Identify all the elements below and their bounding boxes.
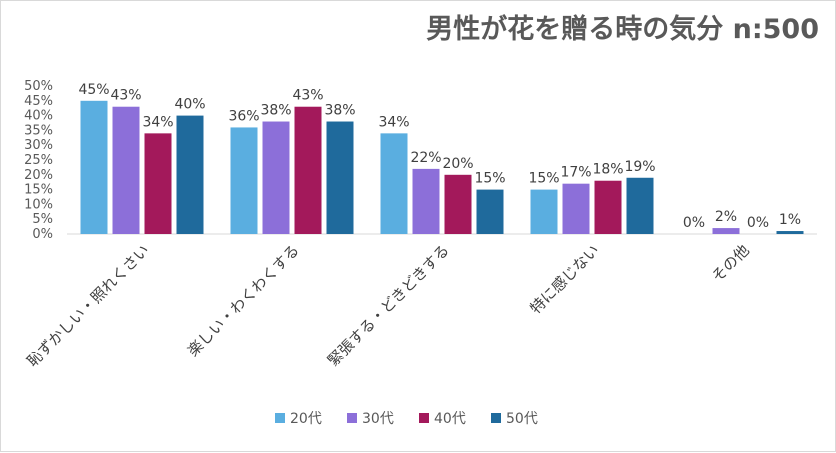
data-label: 36% bbox=[228, 108, 259, 124]
bar bbox=[380, 133, 408, 234]
data-label: 17% bbox=[560, 165, 591, 181]
y-tick-label: 45% bbox=[24, 94, 53, 109]
legend-swatch bbox=[275, 413, 285, 423]
data-label: 38% bbox=[260, 103, 291, 119]
bar bbox=[144, 133, 172, 234]
y-tick-label: 20% bbox=[24, 168, 53, 183]
data-label: 18% bbox=[592, 162, 623, 178]
data-label: 38% bbox=[324, 103, 355, 119]
y-tick-label: 40% bbox=[24, 109, 53, 124]
category-label: 緊張する・どきどきする bbox=[324, 241, 453, 370]
bar bbox=[476, 189, 504, 234]
category-label: その他 bbox=[708, 241, 753, 286]
bar bbox=[594, 180, 622, 234]
legend-label: 20代 bbox=[290, 411, 322, 427]
data-label: 45% bbox=[78, 82, 109, 98]
data-label: 43% bbox=[110, 88, 141, 104]
bar bbox=[294, 106, 322, 234]
bar bbox=[626, 177, 654, 234]
legend-swatch bbox=[347, 413, 357, 423]
bar bbox=[230, 127, 258, 234]
category-label: 楽しい・わくわくする bbox=[184, 241, 303, 360]
data-label: 0% bbox=[747, 215, 769, 231]
data-label: 2% bbox=[715, 209, 737, 225]
y-tick-label: 15% bbox=[24, 183, 53, 198]
data-label: 40% bbox=[174, 97, 205, 113]
bar bbox=[776, 231, 804, 234]
legend-swatch bbox=[491, 413, 501, 423]
y-tick-label: 0% bbox=[32, 227, 53, 242]
bar bbox=[176, 115, 204, 234]
data-label: 0% bbox=[683, 215, 705, 231]
data-label: 15% bbox=[474, 171, 505, 187]
data-label: 20% bbox=[442, 156, 473, 172]
bar bbox=[562, 183, 590, 234]
category-label: 恥ずかしい・照れくさい bbox=[23, 241, 152, 370]
data-label: 19% bbox=[624, 159, 655, 175]
y-tick-label: 50% bbox=[24, 79, 53, 94]
bar bbox=[444, 174, 472, 234]
legend-label: 50代 bbox=[506, 411, 538, 427]
data-label: 15% bbox=[528, 171, 559, 187]
data-label: 1% bbox=[779, 212, 801, 228]
y-tick-label: 30% bbox=[24, 138, 53, 153]
bar bbox=[712, 228, 740, 234]
bar bbox=[112, 106, 140, 234]
bar bbox=[80, 100, 108, 234]
y-tick-label: 25% bbox=[24, 153, 53, 168]
legend-label: 40代 bbox=[434, 411, 466, 427]
data-label: 34% bbox=[142, 114, 173, 130]
y-tick-label: 5% bbox=[32, 212, 53, 227]
bar bbox=[412, 168, 440, 234]
bar bbox=[262, 121, 290, 234]
data-label: 43% bbox=[292, 88, 323, 104]
y-tick-label: 10% bbox=[24, 197, 53, 212]
data-label: 22% bbox=[410, 150, 441, 166]
category-label: 特に感じない bbox=[526, 241, 602, 317]
legend-label: 30代 bbox=[362, 411, 394, 427]
data-label: 34% bbox=[378, 114, 409, 130]
bar bbox=[326, 121, 354, 234]
legend-swatch bbox=[419, 413, 429, 423]
y-tick-label: 35% bbox=[24, 123, 53, 138]
bar bbox=[530, 189, 558, 234]
chart-title: 男性が花を贈る時の気分 n:500 bbox=[426, 14, 819, 45]
